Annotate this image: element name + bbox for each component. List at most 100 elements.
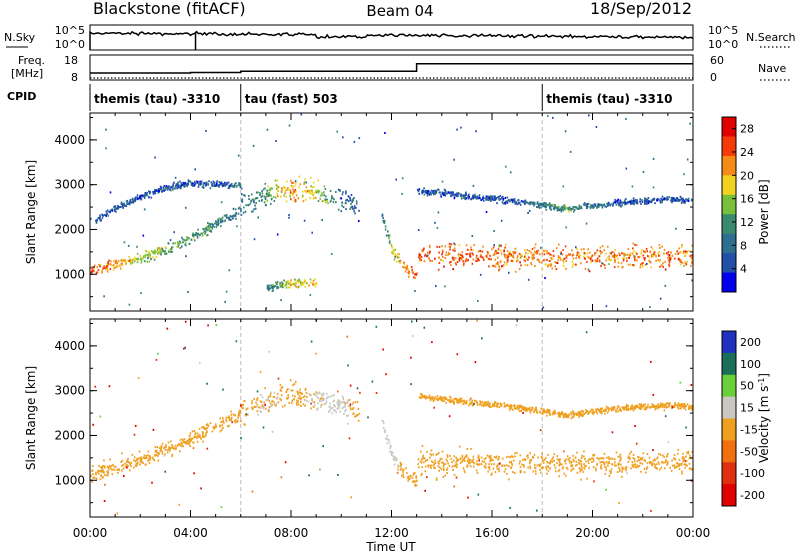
velocity-cell [510,460,513,463]
power-cell [461,251,464,254]
velocity-cell [433,464,435,467]
power-cell [266,128,269,131]
velocity-cell [602,461,605,464]
power-cell [514,251,517,254]
power-cell [449,248,451,251]
power-cell [317,189,320,192]
velocity-cell [258,406,260,409]
power-cell [209,230,211,233]
power-cell [275,281,277,284]
power-cell [539,253,541,256]
velocity-cell [259,407,262,409]
velocity-cell [95,471,97,474]
power-cell [164,186,167,189]
velocity-cell [592,457,594,460]
power-cell [605,205,607,208]
power-cell [650,255,653,258]
power-cell [140,257,142,260]
velocity-cell [450,396,452,399]
power-cell [206,181,208,184]
power-colorbar-tick-label: 20 [740,169,754,182]
power-cell [105,214,107,217]
velocity-cell [163,454,166,457]
velocity-cell [291,399,294,402]
power-cell [551,267,553,270]
power-cell [596,257,599,260]
velocity-cell [625,404,628,406]
velocity-cell [518,406,520,409]
velocity-cell [157,459,160,462]
velocity-cell [558,459,561,462]
velocity-cell [319,406,322,409]
power-cell [244,210,247,213]
power-cell [125,262,127,265]
velocity-cell [473,399,476,402]
power-cell [314,278,316,281]
velocity-cell [161,450,164,453]
velocity-cell [196,437,198,439]
power-cell [576,248,578,251]
velocity-cell [429,453,432,455]
power-cell [121,264,124,267]
noise-tick-top-right: 10^5 [708,24,738,37]
power-cell [350,203,352,205]
power-cell [536,252,538,255]
power-cell [444,194,446,197]
velocity-cell [430,467,432,469]
power-cell [321,219,323,221]
velocity-cell [514,455,516,458]
power-cell [275,140,277,142]
power-cell [183,185,186,188]
velocity-cell [578,413,581,416]
power-cell [571,254,574,257]
velocity-cell [601,457,603,460]
velocity-cell [330,407,332,410]
power-cell [453,242,455,245]
power-colorbar-frame [721,116,737,293]
power-cell [642,265,644,268]
power-cell [145,250,148,253]
power-cell [667,251,670,254]
power-cell [485,197,487,200]
freq-panel: Freq. [MHz] 18 8 60 0 Nave [11,54,792,84]
velocity-cell [612,407,614,410]
velocity-cell [619,463,622,466]
power-cell [182,238,184,241]
power-cell [136,198,139,201]
power-cell [295,282,298,285]
velocity-cell [531,406,533,409]
power-cell [671,198,674,201]
velocity-cell [247,413,249,416]
power-cell [612,254,614,257]
power-cell [496,252,498,255]
velocity-cell [529,460,532,463]
velocity-cell [686,464,688,467]
velocity-cell [497,463,499,466]
velocity-cell [522,412,524,414]
power-cell [510,259,513,262]
power-cell [178,240,181,243]
velocity-cell [453,401,455,403]
velocity-cell [310,340,313,343]
velocity-cell [151,481,153,484]
power-cell [453,195,456,198]
velocity-cell [617,455,620,458]
power-cell [268,289,270,292]
power-cell [156,247,159,250]
velocity-colorbar-swatch [722,352,736,376]
velocity-cell [201,426,203,429]
power-cell [478,197,481,200]
power-cell [318,190,321,193]
power-cell [319,197,322,200]
power-cell [116,207,118,210]
velocity-cell [500,405,502,407]
power-cell [430,189,433,192]
velocity-cell [580,414,582,417]
power-cell [274,285,276,288]
velocity-cell [441,450,444,453]
velocity-cell [297,391,299,394]
velocity-cell [666,463,668,466]
power-cell [476,259,479,262]
power-cell [159,250,162,253]
power-cell [520,264,522,267]
